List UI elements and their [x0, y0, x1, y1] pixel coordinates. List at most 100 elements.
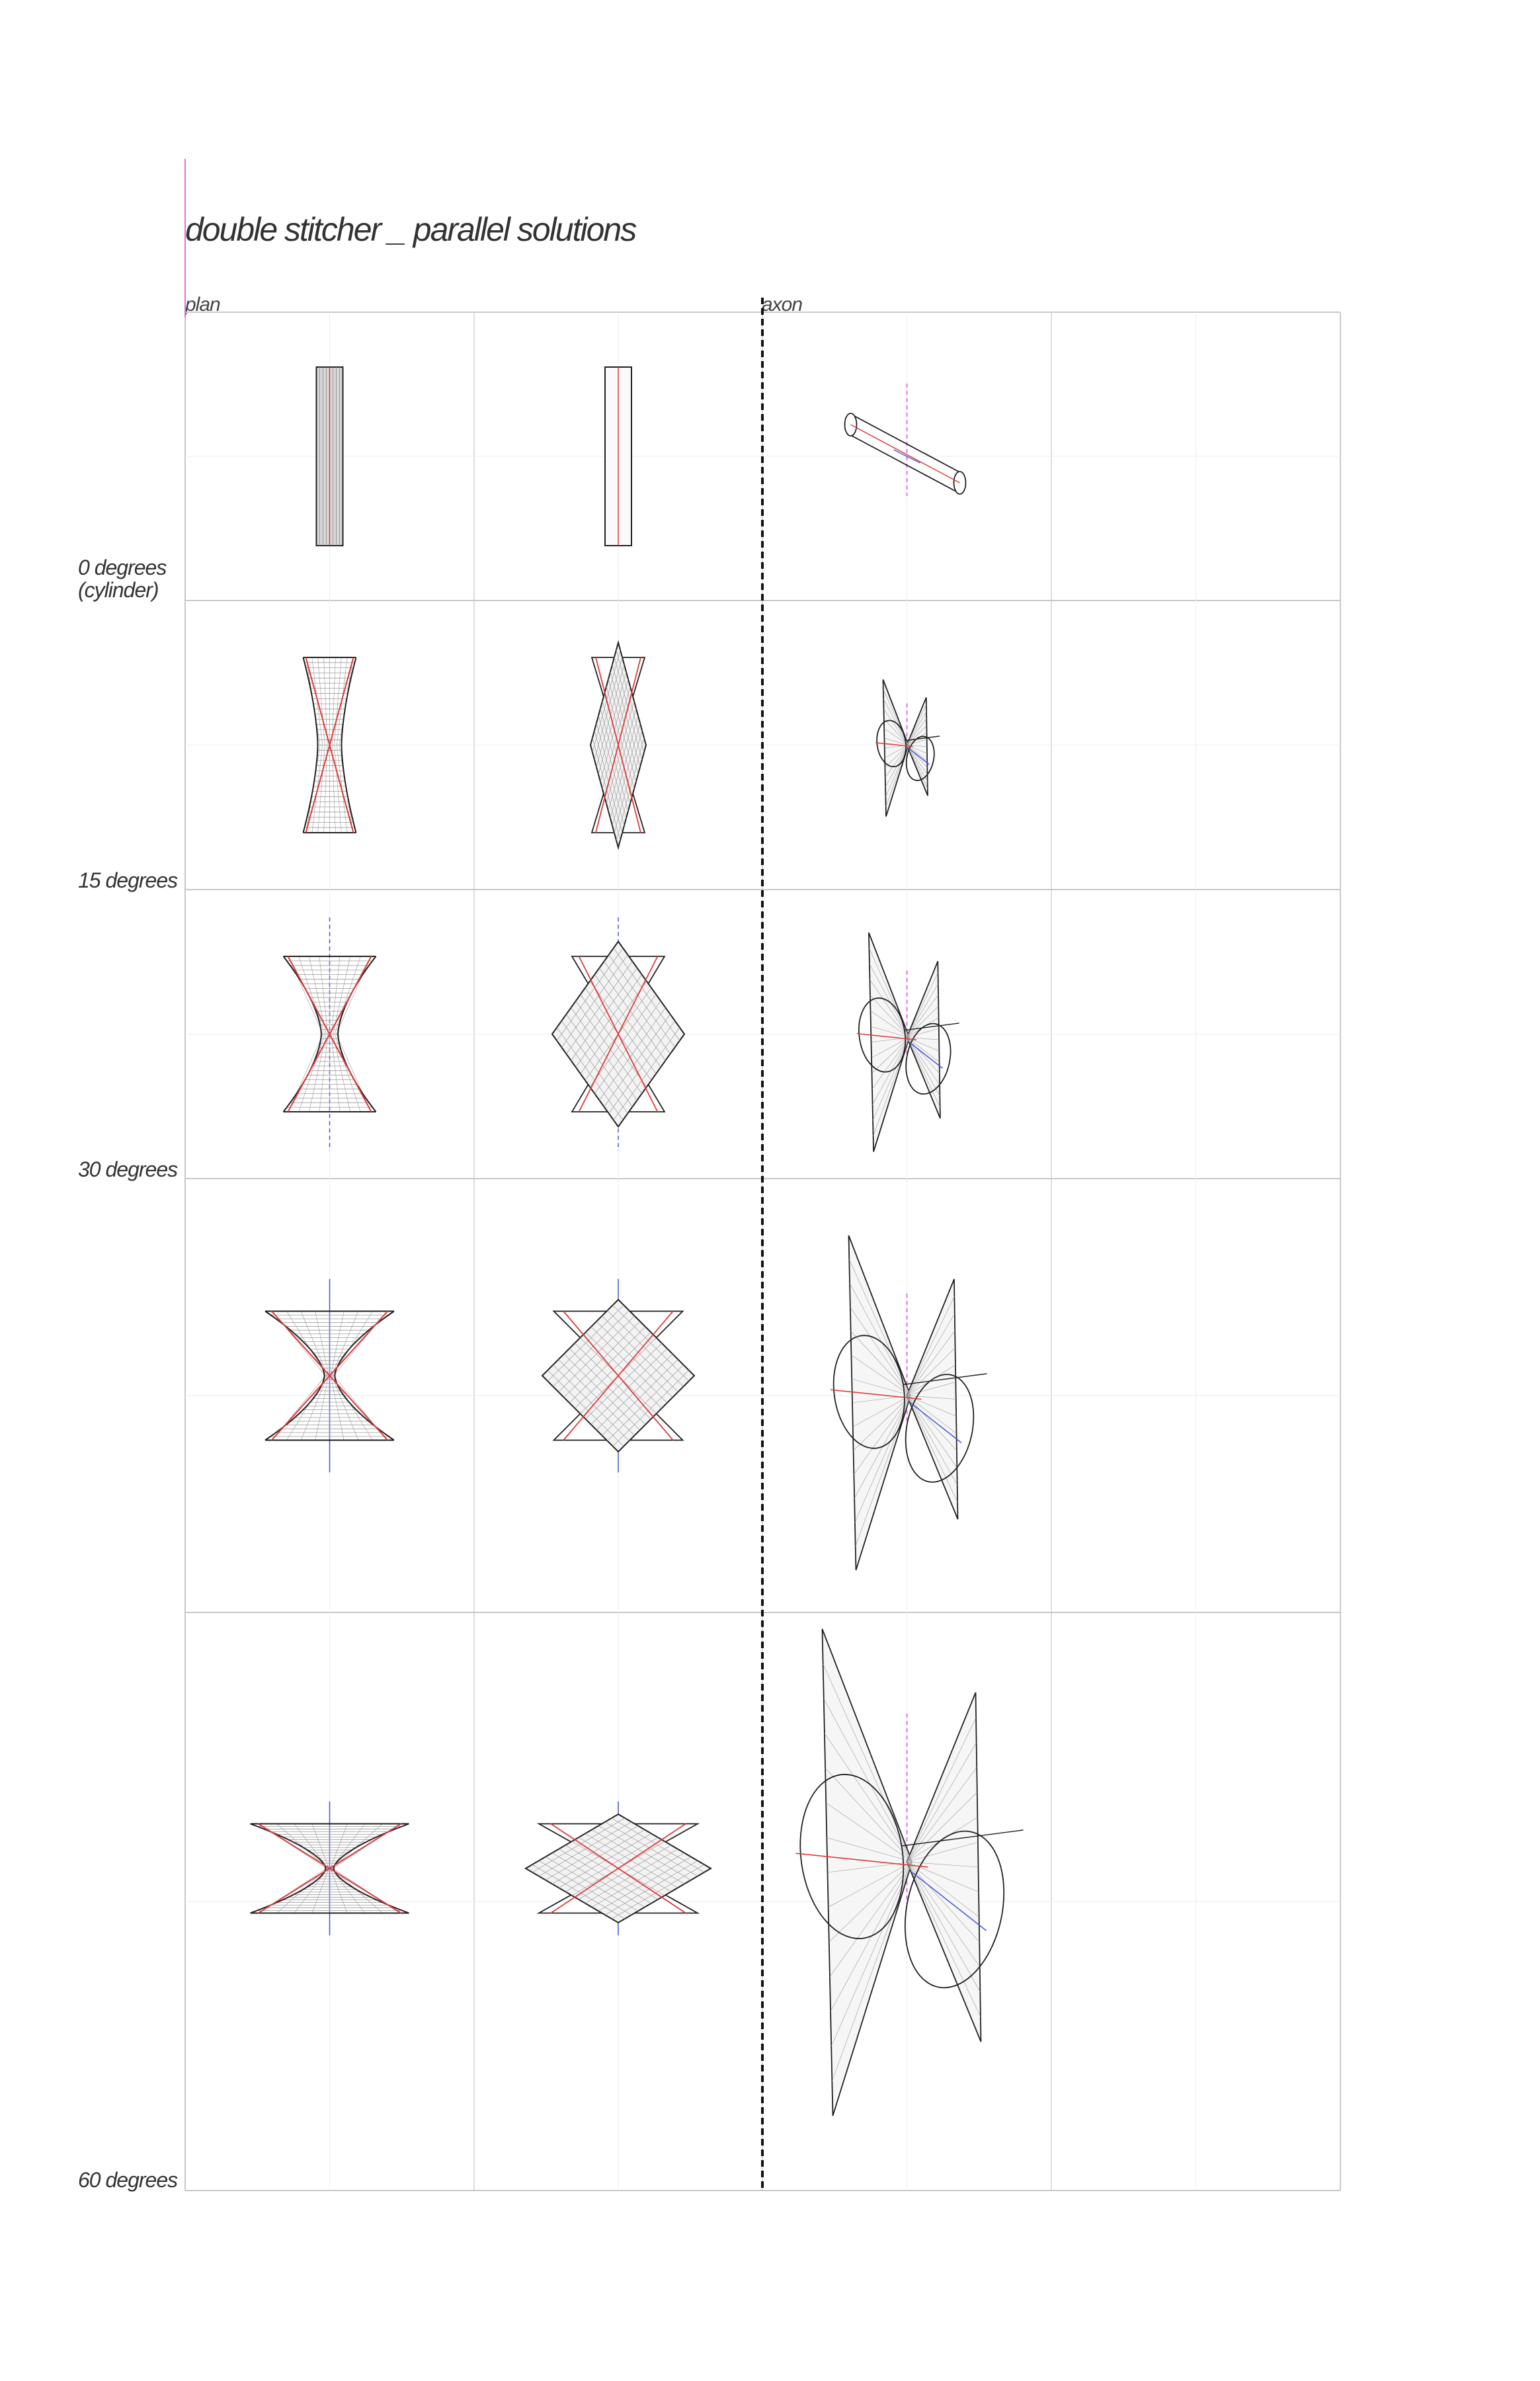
ruling-line: [294, 1868, 329, 1913]
ruling-line: [907, 1861, 980, 1942]
ruling-line: [563, 1353, 641, 1431]
ruling-line: [907, 1717, 977, 1862]
ruling-line: [870, 1011, 910, 1038]
ruling-line: [319, 956, 329, 1034]
ruling-line: [852, 1395, 911, 1427]
ruling-line: [594, 1001, 661, 1094]
ruling-line: [566, 1014, 633, 1107]
ruling-line: [907, 1296, 955, 1396]
ruling-line: [871, 1037, 910, 1074]
axon-column-label: axon: [762, 294, 803, 315]
ruling-line: [602, 1359, 678, 1436]
plan-hyperboloid: [264, 1310, 395, 1441]
ruling-line: [294, 1823, 329, 1869]
ruling-line: [331, 1375, 359, 1441]
ruling-line: [854, 1395, 911, 1523]
axon-blade: [906, 1278, 959, 1520]
ruling-line: [907, 1037, 940, 1085]
plan-rhombus-overlay: [589, 640, 647, 851]
ruling-line: [331, 956, 341, 1034]
ruling-line: [585, 1343, 662, 1419]
ruling-line: [853, 1395, 911, 1451]
ruling-line: [884, 745, 909, 759]
ruling-line: [827, 1837, 912, 1862]
axon-ellipse: [832, 1335, 905, 1449]
ruling-line: [907, 704, 927, 745]
ruling-line: [580, 994, 647, 1087]
ruling-line: [571, 1007, 637, 1101]
ruling-line: [569, 1348, 646, 1425]
plan-hyperboloid: [250, 1823, 409, 1914]
axon-blade: [906, 960, 941, 1119]
ruling-line: [907, 1313, 955, 1396]
ruling-line: [599, 1007, 666, 1101]
ruling-line: [907, 1395, 957, 1485]
ruling-line: [604, 1860, 698, 1915]
ruling-line: [907, 1028, 939, 1038]
silhouette-curve: [250, 1823, 327, 1914]
red-generatrix: [578, 956, 659, 1112]
ruling-line: [823, 1698, 912, 1862]
axon-ellipse: [905, 1374, 975, 1483]
ruling-line: [850, 1307, 911, 1396]
ruling-line: [317, 657, 325, 745]
ruling-line: [538, 1860, 632, 1915]
ruling-line: [907, 995, 939, 1038]
ruling-line: [883, 728, 909, 745]
ruling-line: [323, 657, 328, 745]
ruling-line: [907, 1395, 957, 1468]
ruling-line: [315, 1311, 329, 1376]
ruling-line: [323, 745, 328, 833]
red-generatrix: [795, 1853, 928, 1868]
ruling-line: [852, 1378, 911, 1396]
silhouette-curve: [334, 1310, 395, 1441]
axon-ellipse: [876, 720, 907, 768]
red-generatrix: [305, 657, 354, 833]
ruling-line: [907, 1861, 981, 1992]
ruling-line: [613, 1027, 680, 1120]
axon-60: [795, 1628, 1024, 2116]
plan-rhombus-overlay: [551, 940, 686, 1128]
ruling-line: [907, 1395, 957, 1434]
axon-blade: [821, 1628, 913, 2116]
ruling-line: [870, 995, 910, 1038]
row-sublabel-0: (cylinder): [78, 578, 159, 602]
red-generatrix: [257, 1823, 402, 1914]
ruling-line: [907, 1005, 939, 1038]
cylinder-edge: [850, 413, 960, 473]
ruling-line: [607, 1364, 684, 1441]
ruling-line: [907, 1382, 956, 1396]
axon-blade: [906, 1692, 982, 2042]
ruling-line: [883, 708, 909, 745]
ruling-line: [319, 1034, 329, 1112]
ruling-line: [831, 1861, 912, 2046]
ruling-line: [885, 745, 909, 768]
ruling-line: [907, 1330, 955, 1396]
red-generatrix: [595, 657, 641, 833]
ruling-line: [907, 1037, 940, 1040]
ruling-line: [907, 1792, 977, 1862]
axon-blade: [868, 932, 911, 1152]
ruling-line: [315, 1375, 329, 1441]
plan-column-label: plan: [185, 294, 221, 315]
ruling-line: [907, 1037, 940, 1097]
plan-rhombus-overlay: [524, 1813, 712, 1924]
ruling-line: [330, 1311, 344, 1376]
ruling-line: [556, 1027, 624, 1120]
axon-ellipse: [904, 1830, 1005, 1989]
red-generatrix: [550, 1823, 686, 1914]
ruling-line: [907, 1395, 957, 1451]
red-generatrix: [856, 1032, 916, 1040]
ruling-line: [907, 745, 927, 747]
blue-axis: [912, 1872, 987, 1931]
ruling-line: [604, 1014, 670, 1107]
ruling-line: [591, 1853, 685, 1907]
ruling-line: [300, 1375, 328, 1441]
ruling-line: [590, 1348, 668, 1425]
ruling-line: [608, 1021, 675, 1114]
ruling-line: [334, 657, 342, 745]
blue-axis: [893, 449, 920, 464]
ruling-line: [331, 1034, 341, 1112]
ruling-line: [596, 1353, 673, 1431]
